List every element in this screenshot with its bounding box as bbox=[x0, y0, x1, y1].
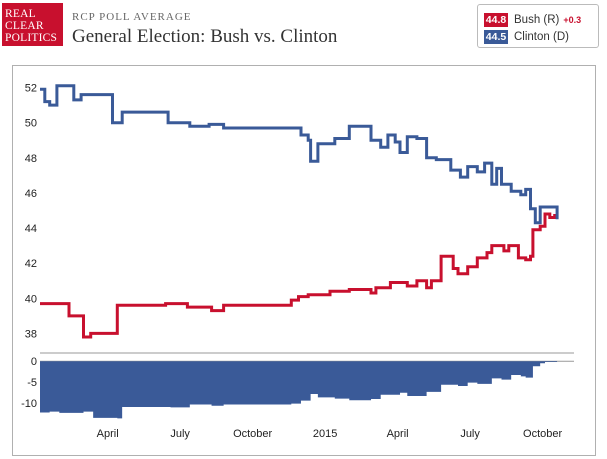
bush-series-line[interactable] bbox=[40, 212, 557, 339]
logo-text-line1: REAL bbox=[5, 8, 36, 20]
x-tick-label: April bbox=[387, 428, 409, 440]
rcp-logo[interactable]: REAL CLEAR POLITICS bbox=[2, 3, 63, 46]
clinton-value-badge: 44.5 bbox=[484, 29, 508, 44]
spread-label: +0.3 bbox=[563, 14, 582, 25]
x-tick-label: July bbox=[460, 428, 480, 440]
y-tick-label: 52 bbox=[25, 83, 37, 95]
y-tick-label: 46 bbox=[25, 188, 37, 200]
x-tick-label: April bbox=[97, 428, 119, 440]
y-tick-label: 38 bbox=[25, 328, 37, 340]
x-tick-label: July bbox=[170, 428, 190, 440]
logo-text-line3: POLITICS bbox=[5, 32, 58, 44]
poll-kicker: RCP POLL AVERAGE bbox=[72, 11, 192, 23]
spread-area bbox=[40, 361, 558, 419]
x-tick-label: 2015 bbox=[313, 428, 337, 440]
bush-legend-label: Bush (R) bbox=[514, 13, 560, 26]
y-tick-label: 40 bbox=[25, 293, 37, 305]
spread-y-tick-label: -5 bbox=[27, 377, 37, 389]
legend-item-bush[interactable]: 44.8 Bush (R) +0.3 bbox=[484, 12, 581, 27]
spread-y-tick-label: -10 bbox=[21, 398, 37, 410]
x-tick-label: October bbox=[233, 428, 272, 440]
clinton-series-line[interactable] bbox=[40, 84, 559, 225]
legend: 44.8 Bush (R) +0.3 44.5 Clinton (D) bbox=[477, 4, 599, 48]
y-tick-label: 44 bbox=[25, 223, 37, 235]
spread-y-tick-label: 0 bbox=[31, 356, 37, 368]
logo-text-line2: CLEAR bbox=[5, 20, 44, 32]
y-tick-label: 42 bbox=[25, 258, 37, 270]
page-title: General Election: Bush vs. Clinton bbox=[72, 26, 338, 47]
y-tick-label: 50 bbox=[25, 118, 37, 130]
legend-item-clinton[interactable]: 44.5 Clinton (D) bbox=[484, 29, 569, 44]
chart-frame bbox=[12, 65, 596, 456]
x-tick-label: October bbox=[523, 428, 562, 440]
clinton-legend-label: Clinton (D) bbox=[514, 30, 569, 43]
bush-value-badge: 44.8 bbox=[484, 12, 508, 27]
y-tick-label: 48 bbox=[25, 153, 37, 165]
